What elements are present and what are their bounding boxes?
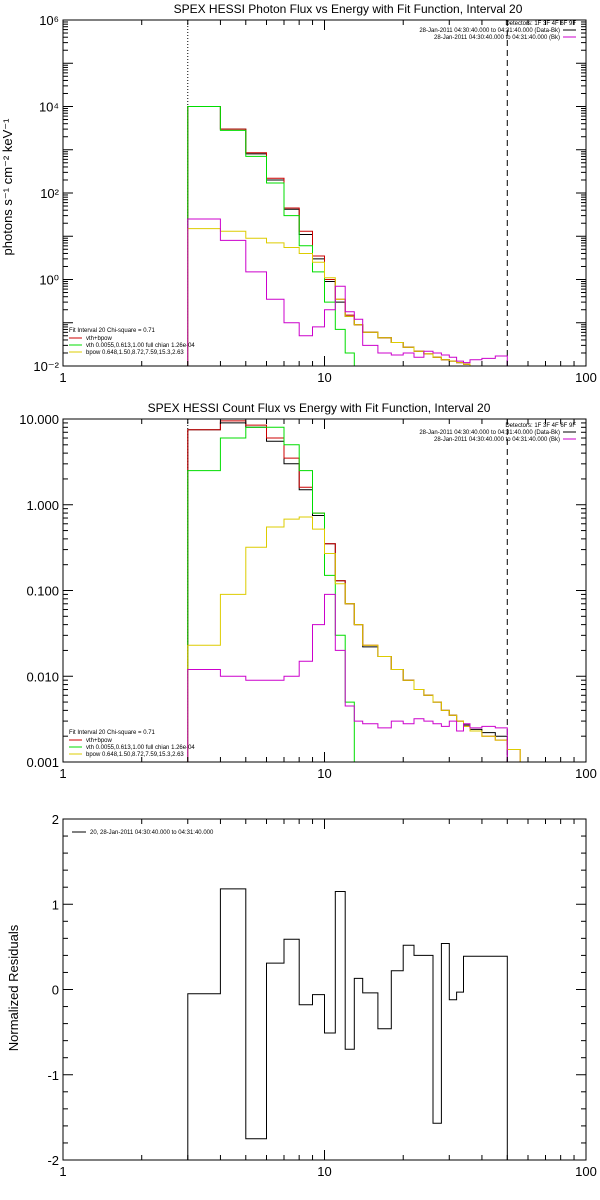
count-legend-top-text: 28-Jan-2011 04:30:40.000 to 04:31:40.000… <box>419 430 560 436</box>
count-series-bk <box>187 593 508 762</box>
photon-y-tick-label: 10⁶ <box>39 13 59 28</box>
residuals-legend-text: 20, 28-Jan-2011 04:30:40.000 to 04:31:40… <box>90 830 214 836</box>
count-series-vth-bpow <box>187 420 546 763</box>
count-detectors-label: Detectors: 1F 3F 4F 6F 9F <box>505 423 576 429</box>
photon-x-tick-label: 1 <box>59 370 66 385</box>
photon-y-tick-label: 10⁻² <box>33 359 59 374</box>
count-x-tick-label: 100 <box>575 766 597 781</box>
photon-fit-header: Fit Interval 20 Chi-square = 0.71 <box>69 328 156 334</box>
count-legend-top-text: 28-Jan-2011 04:30:40.000 to 04:31:40.000… <box>434 437 560 443</box>
photon-x-tick-label: 10 <box>317 370 331 385</box>
count-flux-panel: SPEX HESSI Count Flux vs Energy with Fit… <box>19 401 597 781</box>
count-y-tick-label: 1.000 <box>26 498 59 513</box>
photon-legend-bottom-text: vth+bpow <box>86 336 113 342</box>
residual-series-20-28-jan-2011-04-30-40-000-to-04-31-40-000 <box>187 888 508 1160</box>
count-series-bpow <box>187 516 546 763</box>
count-series-data-bk <box>187 422 508 762</box>
residual-y-tick-label: 2 <box>52 812 59 827</box>
count-legend-top: 28-Jan-2011 04:30:40.000 to 04:31:40.000… <box>419 430 576 443</box>
photon-legend-top: 28-Jan-2011 04:30:40.000 to 04:31:40.000… <box>419 28 576 41</box>
count-y-tick-label: 10.000 <box>19 412 59 427</box>
count-flux-title: SPEX HESSI Count Flux vs Energy with Fit… <box>148 401 491 415</box>
photon-legend-bottom-text: bpow 0.648,1.50,8.72,7.59,15.3,2.63 <box>86 350 184 356</box>
photon-series-data-bk <box>187 106 508 367</box>
count-y-tick-label: 0.010 <box>26 669 59 684</box>
count-legend-bottom-text: vth+bpow <box>86 738 113 744</box>
photon-flux-ylabel: photons s⁻¹ cm⁻² keV⁻¹ <box>0 118 15 256</box>
count-legend-bottom-text: vth 0.0055,0.613,1.00 full chian 1.26e-0… <box>86 745 195 751</box>
photon-legend-top-text: 28-Jan-2011 04:30:40.000 to 04:31:40.000… <box>434 35 560 41</box>
photon-series-vth-bpow <box>187 106 508 367</box>
residual-x-tick-label: 100 <box>575 1164 597 1179</box>
residuals-ylabel: Normalized Residuals <box>6 924 21 1051</box>
count-x-tick-label: 10 <box>317 766 331 781</box>
photon-legend-bottom-text: vth 0.0055,0.613,1.00 full chian 1.26e-0… <box>86 343 195 349</box>
photon-y-tick-label: 10² <box>40 186 59 201</box>
photon-y-tick-label: 10⁴ <box>39 100 59 115</box>
photon-detectors-label: Detectors: 1F 3F 4F 6F 9F <box>505 21 576 27</box>
residual-x-tick-label: 1 <box>59 1164 66 1179</box>
count-y-tick-label: 0.001 <box>26 755 59 770</box>
photon-legend-top-text: 28-Jan-2011 04:30:40.000 to 04:31:40.000… <box>419 28 560 34</box>
photon-y-tick-label: 10⁰ <box>39 273 59 288</box>
count-y-tick-label: 0.100 <box>26 584 59 599</box>
residual-y-tick-label: 1 <box>52 897 59 912</box>
photon-series-bpow <box>187 228 508 367</box>
photon-series-vth <box>187 106 508 367</box>
photon-series-bk <box>187 218 508 366</box>
residuals-panel: Normalized Residuals 20, 28-Jan-2011 04:… <box>6 812 597 1179</box>
count-legend-bottom-text: bpow 0.648,1.50,8.72,7.59,15.3,2.63 <box>86 752 184 758</box>
residual-y-tick-label: -2 <box>47 1153 59 1168</box>
residual-y-tick-label: -1 <box>47 1068 59 1083</box>
count-fit-header: Fit Interval 20 Chi-square = 0.71 <box>69 730 156 736</box>
photon-flux-title: SPEX HESSI Photon Flux vs Energy with Fi… <box>174 2 523 16</box>
photon-flux-panel: SPEX HESSI Photon Flux vs Energy with Fi… <box>0 2 597 385</box>
count-x-tick-label: 1 <box>59 766 66 781</box>
photon-x-tick-label: 100 <box>575 370 597 385</box>
residual-y-tick-label: 0 <box>52 983 59 998</box>
residual-x-tick-label: 10 <box>317 1164 331 1179</box>
